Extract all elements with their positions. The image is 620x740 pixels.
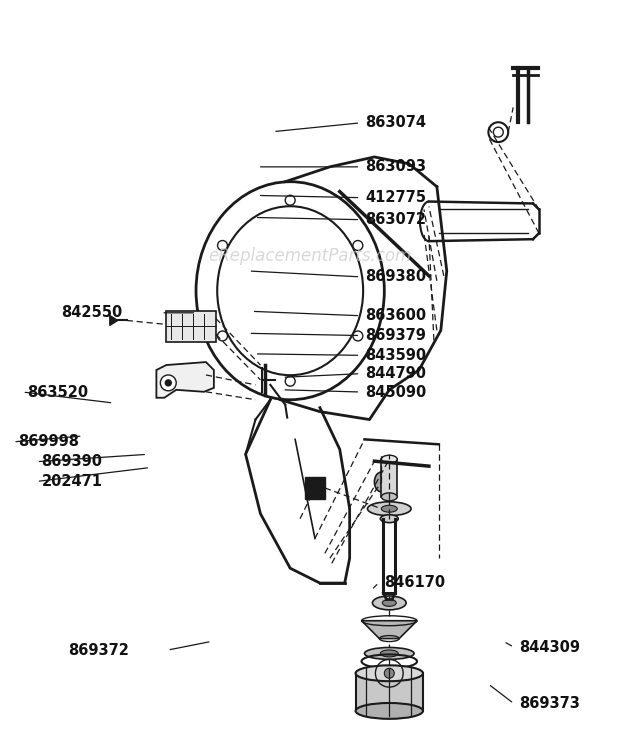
Text: 844790: 844790 bbox=[365, 366, 427, 381]
Ellipse shape bbox=[365, 648, 414, 659]
FancyBboxPatch shape bbox=[166, 311, 216, 343]
Ellipse shape bbox=[374, 472, 388, 492]
Text: 869372: 869372 bbox=[68, 642, 129, 658]
Text: 863520: 863520 bbox=[27, 385, 89, 400]
Text: 845090: 845090 bbox=[365, 385, 427, 400]
Text: 846170: 846170 bbox=[384, 575, 445, 591]
Circle shape bbox=[218, 331, 228, 341]
Text: eReplacementParts.com: eReplacementParts.com bbox=[208, 247, 412, 265]
Ellipse shape bbox=[356, 703, 423, 719]
Text: 869373: 869373 bbox=[519, 696, 580, 711]
Text: 869390: 869390 bbox=[42, 454, 102, 469]
Text: 844309: 844309 bbox=[519, 639, 580, 655]
Ellipse shape bbox=[383, 599, 396, 606]
Text: 863093: 863093 bbox=[365, 159, 427, 175]
Polygon shape bbox=[156, 362, 214, 397]
Text: 863072: 863072 bbox=[365, 212, 427, 227]
Bar bbox=[305, 477, 325, 499]
Text: 412775: 412775 bbox=[365, 190, 427, 205]
Ellipse shape bbox=[381, 505, 397, 512]
Circle shape bbox=[384, 668, 394, 679]
Polygon shape bbox=[361, 621, 417, 639]
Text: 842550: 842550 bbox=[61, 306, 123, 320]
Ellipse shape bbox=[381, 455, 397, 463]
Bar bbox=[356, 673, 423, 711]
Ellipse shape bbox=[356, 665, 423, 682]
Text: 869379: 869379 bbox=[365, 328, 426, 343]
Circle shape bbox=[166, 380, 171, 386]
Text: 869380: 869380 bbox=[365, 269, 427, 284]
Ellipse shape bbox=[380, 650, 398, 657]
Ellipse shape bbox=[368, 502, 411, 516]
Text: 863074: 863074 bbox=[365, 115, 427, 130]
Ellipse shape bbox=[380, 515, 398, 522]
Text: 869998: 869998 bbox=[18, 434, 79, 449]
Circle shape bbox=[285, 376, 295, 386]
Circle shape bbox=[353, 331, 363, 341]
Circle shape bbox=[161, 375, 176, 391]
Circle shape bbox=[218, 240, 228, 250]
Ellipse shape bbox=[373, 596, 406, 610]
Circle shape bbox=[353, 240, 363, 250]
Bar bbox=[381, 460, 397, 497]
Text: 843590: 843590 bbox=[365, 348, 427, 363]
Text: 202471: 202471 bbox=[42, 474, 102, 489]
Ellipse shape bbox=[381, 493, 397, 501]
Circle shape bbox=[285, 195, 295, 205]
Polygon shape bbox=[110, 315, 118, 326]
Text: 863600: 863600 bbox=[365, 309, 427, 323]
